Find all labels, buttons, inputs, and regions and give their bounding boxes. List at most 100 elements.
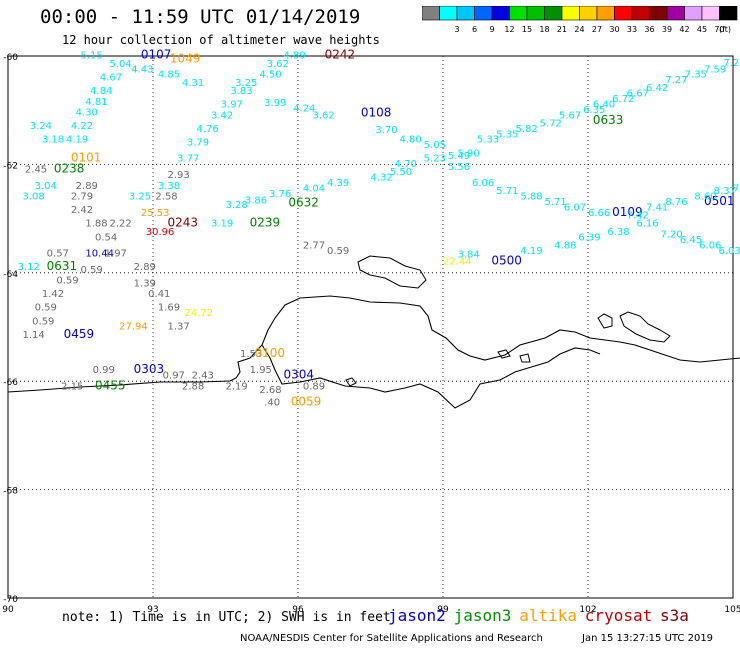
wave-height-label: 22.44 (443, 257, 472, 268)
wave-height-label: .40 (264, 398, 280, 409)
pass-time-label: 0632 (288, 196, 319, 210)
colorbar-tick-label: 70 (714, 25, 724, 34)
longitude-tick-label: 96 (292, 605, 304, 615)
wave-height-label: 5.82 (516, 124, 538, 135)
wave-height-label: 4.32 (371, 173, 393, 184)
pass-time-label: 0455 (95, 378, 126, 392)
pass-time-label: 0109 (612, 205, 643, 219)
wave-height-label: 0.59 (32, 316, 54, 327)
wave-height-label: 5.05 (424, 140, 446, 151)
pass-time-label: 1049 (170, 52, 201, 66)
pass-time-label: 0242 (325, 48, 356, 62)
pass-time-label: 0101 (71, 151, 102, 165)
wave-height-label: 0.89 (303, 381, 325, 392)
wave-height-label: 7.20 (661, 230, 683, 241)
wave-height-label: 3.83 (230, 86, 252, 97)
wave-height-label: 10.44 (85, 249, 114, 260)
credit-text: NOAA/NESDIS Center for Satellite Applica… (240, 633, 543, 644)
wave-height-label: 5.90 (458, 148, 480, 159)
longitude-tick-label: 105 (724, 605, 740, 615)
coastline (7, 295, 740, 393)
wave-height-label: 0.54 (95, 232, 117, 243)
wave-height-label: 5.71 (496, 186, 518, 197)
wave-height-label: 3.84 (458, 250, 480, 261)
wave-height-label: 3.08 (23, 192, 45, 203)
pass-time-label: 0100 (255, 346, 286, 360)
wave-height-label: 3.12 (18, 262, 40, 273)
colorbar-tick-label: 45 (697, 25, 707, 34)
wave-height-label: 3.25 (129, 192, 151, 203)
wave-height-label: 5.67 (559, 110, 581, 121)
pass-time-label: 0238 (54, 162, 85, 176)
wave-height-label: 6.67 (627, 89, 649, 100)
colorbar-swatch (719, 6, 738, 21)
wave-height-label: 0.97 (163, 370, 185, 381)
wave-height-label: 3.62 (267, 59, 289, 70)
satellite-legend-altika: altika (519, 606, 577, 625)
wave-height-label: 3.38 (158, 181, 180, 192)
wave-height-label: 0.99 (93, 365, 115, 376)
wave-height-label: 2.22 (110, 219, 132, 230)
wave-height-label: 8.60 (694, 192, 716, 203)
wave-height-label: 6.07 (564, 202, 586, 213)
pass-time-label: 0239 (250, 216, 281, 230)
wave-height-label: 1.37 (168, 322, 190, 333)
wave-height-label: 24.72 (184, 308, 213, 319)
wave-height-label: 5.71 (545, 197, 567, 208)
wave-height-label: 4.85 (158, 70, 180, 81)
wave-height-label: 4.76 (197, 124, 219, 135)
colorbar-tick-label: 6 (472, 25, 477, 34)
wave-height-label: 3.97 (221, 99, 243, 110)
pass-time-label: 0304 (284, 367, 315, 381)
island-outline (497, 349, 511, 359)
wave-height-label: 4.80 (400, 135, 422, 146)
island-outline (345, 377, 357, 387)
wave-height-label: 5.33 (477, 135, 499, 146)
ice-shelf-edge (261, 344, 601, 409)
latitude-tick-label: -62 (3, 161, 18, 171)
wave-height-label: 2.15 (61, 381, 83, 392)
pass-time-label: 0501 (704, 194, 735, 208)
wave-height-label: 5.56 (448, 162, 470, 173)
colorbar-tick-label: 42 (679, 25, 689, 34)
wave-height-label: 1.88 (85, 219, 107, 230)
wave-height-label: 3.19 (211, 219, 233, 230)
wave-height-label: 6.72 (612, 94, 634, 105)
wave-height-label: 3.25 (235, 78, 257, 89)
wave-height-label: 3.70 (375, 125, 397, 136)
wave-height-label: 5.23 (424, 154, 446, 165)
wave-height-label: 3.28 (226, 200, 248, 211)
wave-height-label: 6.03 (719, 246, 740, 257)
colorbar-tick-label: 21 (557, 25, 567, 34)
wave-height-label: 2.89 (76, 181, 98, 192)
generated-timestamp: Jan 15 13:27:15 UTC 2019 (582, 633, 714, 644)
pass-time-label: 0633 (593, 113, 624, 127)
wave-height-label: 4.19 (66, 135, 88, 146)
wave-height-label: 0.57 (47, 249, 69, 260)
wave-height-label: 4.39 (327, 178, 349, 189)
wave-height-label: 4.81 (85, 97, 107, 108)
wave-height-label: 7.41 (646, 202, 668, 213)
wave-height-label: 30.96 (146, 227, 175, 238)
wave-height-label: 7.59 (704, 64, 726, 75)
pass-time-label: 0459 (64, 327, 95, 341)
wave-height-label: 6.45 (680, 235, 702, 246)
wave-height-label: 7.27 (665, 75, 687, 86)
wave-height-label: 2.42 (71, 205, 93, 216)
wave-height-label: 7.85 (733, 184, 740, 195)
wave-height-label: 2.58 (155, 192, 177, 203)
pass-time-label: 0303 (134, 362, 165, 376)
map-title: 00:00 - 11:59 UTC 01/14/2019 (40, 6, 361, 28)
wave-height-label: 5.04 (110, 59, 132, 70)
latitude-tick-label: -66 (3, 378, 18, 388)
wave-height-label: 5.88 (520, 192, 542, 203)
wave-height-label: 2.43 (192, 370, 214, 381)
wave-height-label: 0.59 (56, 276, 78, 287)
wave-height-label: 5.49 (448, 151, 470, 162)
wave-height-label: 4.89 (284, 51, 306, 62)
colorbar-tick-label: 15 (522, 25, 532, 34)
pass-time-label: 0107 (141, 48, 172, 62)
wave-height-label: 4.30 (76, 108, 98, 119)
wave-height-label: 6.06 (699, 240, 721, 251)
island-outline (619, 311, 671, 343)
